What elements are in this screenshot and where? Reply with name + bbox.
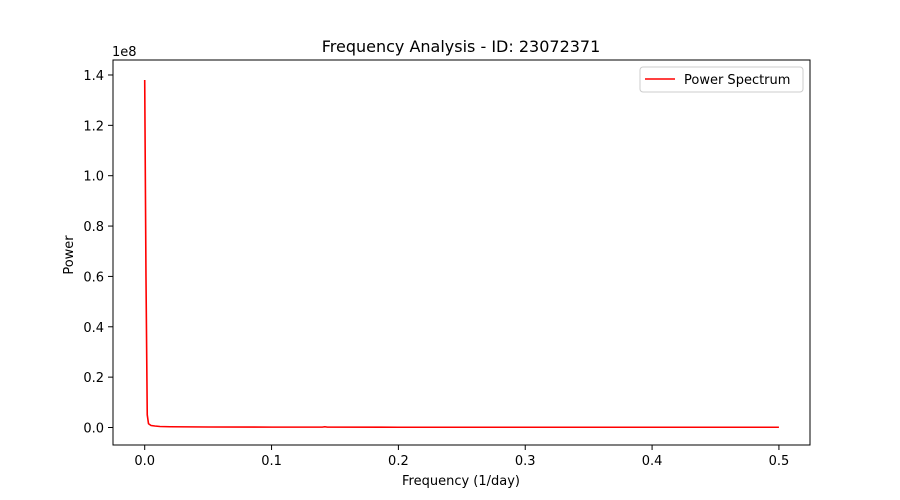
legend-box: [639, 66, 804, 93]
plot-area-frame: [112, 59, 811, 446]
x-tick-label: 0.4: [642, 454, 663, 469]
y-axis-label: Power: [62, 235, 77, 275]
y-tick-label: 0.0: [83, 422, 104, 437]
y-tick-label: 0.8: [83, 220, 104, 235]
x-tick-label: 0.5: [769, 454, 790, 469]
y-tick-label: 0.2: [83, 371, 104, 386]
y-axis-offset-text: 1e8: [112, 45, 137, 60]
x-tick-label: 0.3: [515, 454, 536, 469]
x-tick-label: 0.0: [134, 454, 155, 469]
y-tick-label: 0.4: [83, 321, 104, 336]
legend: Power Spectrum: [639, 66, 804, 93]
power-spectrum-line: [143, 80, 779, 429]
legend-label-power-spectrum: Power Spectrum: [684, 73, 790, 88]
y-axis-ticks: 0.0 0.2 0.4 0.6 0.8 1.0 1.2 1.4: [83, 69, 113, 437]
y-tick-label: 1.2: [83, 119, 104, 134]
x-axis-label: Frequency (1/day): [402, 474, 520, 489]
y-tick-label: 1.4: [83, 69, 104, 84]
y-tick-label: 1.0: [83, 170, 104, 185]
chart-title: Frequency Analysis - ID: 23072371: [322, 37, 601, 56]
x-axis-ticks: 0.0 0.1 0.2 0.3 0.4 0.5: [134, 445, 789, 469]
x-tick-label: 0.1: [261, 454, 282, 469]
y-tick-label: 0.6: [83, 270, 104, 285]
x-tick-label: 0.2: [388, 454, 409, 469]
